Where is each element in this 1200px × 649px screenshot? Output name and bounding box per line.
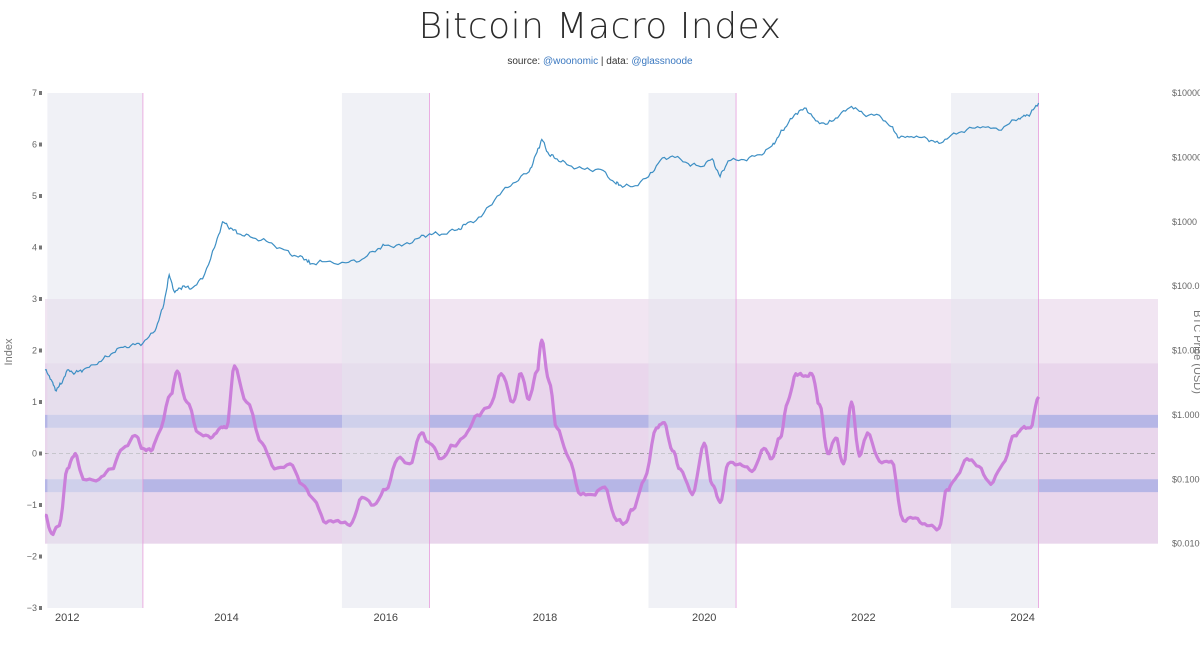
- y-tick-label: −1: [27, 500, 37, 510]
- x-tick-label: 2018: [533, 612, 557, 624]
- chart-subtitle: source: @woonomic | data: @glassnoode: [0, 56, 1200, 67]
- y-tick-mark: [39, 194, 42, 198]
- y2-tick-label: $0.1000: [1172, 474, 1200, 484]
- y2-axis-label: BTC Price (USD): [1191, 310, 1200, 394]
- data-link[interactable]: @glassnoode: [631, 56, 693, 67]
- x-tick-label: 2024: [1010, 612, 1034, 624]
- cycle-shading: [47, 93, 1039, 608]
- y-tick-mark: [39, 91, 42, 95]
- shaded-period-1: [341, 93, 430, 608]
- y-tick-mark: [39, 297, 42, 301]
- y2-tick-label: $10.00: [1172, 346, 1200, 356]
- y-tick-mark: [39, 554, 42, 559]
- y2-tick-label: $100.0: [1172, 281, 1200, 291]
- series-btc-price: [44, 102, 1040, 392]
- y-tick-label: 3: [32, 294, 37, 304]
- series-lines: [44, 102, 1041, 537]
- y-tick-label: −3: [27, 603, 37, 613]
- y-tick-label: 4: [32, 243, 37, 253]
- lower-threshold-band: [45, 479, 1158, 493]
- series-macro-index: [44, 338, 1041, 537]
- x-tick-label: 2014: [214, 612, 238, 624]
- y-tick-mark: [39, 245, 42, 250]
- y-tick-mark: [39, 606, 42, 610]
- chart-title: Bitcoin Macro Index: [418, 6, 782, 47]
- shaded-period-2: [648, 93, 737, 608]
- y2-tick-label: $10000: [1172, 152, 1200, 162]
- shaded-period-0: [47, 93, 143, 608]
- axis-ticks: −3 −2 −1 0 1 2 3 4 5 6 7 $0.01000 $0.1000 $1.000 $10.0…: [27, 88, 1200, 624]
- y-tick-mark: [39, 400, 42, 404]
- y-tick-label: 1: [32, 397, 37, 407]
- y-axis-label: Index: [3, 338, 15, 365]
- x-tick-label: 2022: [851, 612, 875, 624]
- x-tick-label: 2016: [374, 612, 398, 624]
- y-tick-label: 2: [32, 346, 37, 356]
- y2-tick-label: $1000: [1172, 217, 1197, 227]
- x-tick-label: 2012: [55, 612, 79, 624]
- upper-threshold-band: [45, 414, 1158, 428]
- data-separator: | data:: [598, 56, 632, 67]
- source-prefix: source:: [507, 56, 543, 67]
- source-link[interactable]: @woonomic: [542, 56, 599, 67]
- y-tick-mark: [39, 142, 42, 147]
- y2-tick-label: $0.01000: [1172, 539, 1200, 549]
- y2-tick-label: $1.000: [1172, 410, 1200, 420]
- y-tick-label: 7: [32, 88, 37, 98]
- y-tick-label: 6: [32, 140, 37, 150]
- y-tick-mark: [39, 348, 42, 353]
- y-tick-label: −2: [27, 552, 37, 562]
- y-tick-mark: [39, 503, 42, 507]
- y-tick-mark: [39, 451, 42, 456]
- y-tick-label: 0: [32, 449, 37, 459]
- x-tick-label: 2020: [692, 612, 716, 624]
- y-tick-label: 5: [32, 191, 37, 201]
- y2-tick-label: $100000: [1172, 88, 1200, 98]
- shaded-period-3: [951, 93, 1039, 608]
